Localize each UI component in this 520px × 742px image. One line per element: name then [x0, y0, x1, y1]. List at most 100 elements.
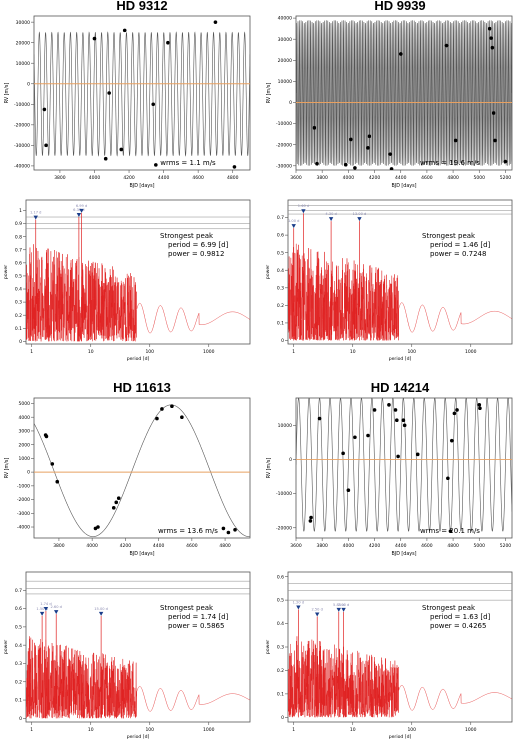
peak-marker — [98, 611, 104, 616]
y-tick-label: 1 — [19, 208, 22, 214]
peak-marker-label: 1.17 d — [30, 211, 41, 215]
data-point — [415, 452, 420, 457]
data-point — [402, 423, 407, 428]
y-tick-label: -10000 — [276, 491, 292, 497]
y-axis-label: RV [m/s] — [266, 458, 272, 479]
data-point — [180, 415, 184, 420]
peak-marker-label: 6.30 d — [73, 208, 84, 212]
x-tick-label: 4000 — [86, 543, 98, 549]
data-point — [393, 408, 398, 412]
y-axis-label: power — [3, 265, 9, 279]
peak-marker — [33, 215, 38, 220]
data-point — [487, 26, 492, 31]
data-point — [349, 137, 353, 142]
x-tick-label: 5200 — [500, 543, 512, 549]
x-tick-label: 4400 — [395, 175, 407, 181]
plot-frame — [33, 397, 251, 539]
data-point — [449, 438, 454, 443]
legend-power: power = 0.9812 — [168, 250, 224, 258]
y-tick-label: 0.7 — [15, 247, 22, 253]
y-tick-label: 0.5 — [277, 598, 284, 604]
y-tick-label: -20000 — [276, 142, 292, 148]
legend-power: power = 0.4265 — [430, 622, 486, 630]
x-axis-label: BJD [days] — [392, 183, 417, 189]
data-point — [353, 166, 357, 170]
y-tick-label: 20000 — [16, 40, 30, 46]
x-tick-label: 3800 — [53, 543, 65, 549]
data-point — [341, 451, 345, 456]
y-tick-label: -20000 — [276, 525, 292, 531]
y-tick-label: 0.9 — [15, 221, 22, 227]
x-tick-label: 100 — [407, 349, 416, 355]
y-tick-label: -40000 — [14, 163, 30, 169]
peak-marker-label: 4.30 d — [325, 212, 336, 216]
y-tick-label: -20000 — [14, 122, 30, 128]
x-tick-label: 4800 — [447, 175, 459, 181]
x-tick-label: 5000 — [474, 543, 486, 549]
peak-marker-label: 1.46 d — [298, 204, 309, 208]
y-tick-label: 0.7 — [277, 215, 284, 221]
x-tick-label: 1000 — [465, 727, 477, 733]
data-point — [372, 408, 377, 412]
x-tick-label: 4200 — [369, 543, 381, 549]
y-tick-label: 0.1 — [15, 326, 22, 332]
y-tick-label: 0 — [27, 81, 30, 87]
x-tick-label: 4000 — [343, 543, 355, 549]
data-point — [503, 159, 508, 164]
x-tick-label: 1 — [292, 727, 295, 733]
y-tick-label: 0.3 — [15, 661, 22, 667]
data-point — [111, 506, 116, 510]
peak-marker-label: 1.74 d — [40, 602, 51, 606]
data-point — [42, 107, 47, 112]
legend-heading: Strongest peak — [422, 232, 476, 240]
y-tick-label: 0.6 — [15, 606, 22, 612]
data-point — [401, 418, 406, 422]
data-point — [122, 28, 127, 33]
peak-marker — [341, 607, 346, 612]
data-point — [446, 476, 450, 481]
x-tick-label: 3800 — [54, 175, 66, 181]
x-tick-label: 1 — [30, 349, 33, 355]
x-tick-label: 4800 — [219, 543, 231, 549]
data-point — [96, 525, 100, 529]
data-point — [491, 111, 496, 115]
plot-area — [34, 404, 250, 537]
data-point — [308, 519, 313, 523]
plot-frame — [295, 397, 513, 539]
model-curve — [34, 404, 250, 537]
y-tick-label: 10000 — [278, 79, 292, 85]
periodogram-hd11613: 1.50 d1.74 d2.60 d 15.00 d 1 10 100 1000 0 0.1 0… — [3, 571, 251, 740]
data-point — [309, 515, 313, 520]
data-point — [343, 162, 348, 167]
y-tick-label: 0.1 — [277, 321, 284, 327]
data-point — [92, 36, 97, 41]
data-point — [396, 454, 400, 459]
y-tick-label: -1000 — [17, 483, 30, 489]
peak-marker — [296, 605, 301, 610]
peak-marker-label: 2.60 d — [50, 605, 61, 609]
data-point — [478, 406, 482, 411]
y-tick-label: 0.5 — [277, 250, 284, 256]
x-tick-label: 1000 — [203, 727, 215, 733]
title-hd14214: HD 14214 — [370, 380, 430, 395]
x-tick-label: 5200 — [500, 175, 512, 181]
data-point — [114, 500, 119, 505]
legend-heading: Strongest peak — [422, 604, 476, 612]
y-tick-label: 0.3 — [277, 645, 284, 651]
y-tick-label: -4000 — [17, 525, 30, 531]
y-tick-label: 0.5 — [15, 274, 22, 280]
plot-area — [288, 583, 512, 718]
peak-marker — [315, 612, 320, 617]
y-tick-label: 0 — [19, 716, 22, 722]
data-point — [453, 138, 458, 143]
title-hd9939: HD 9939 — [374, 0, 426, 13]
data-point — [160, 407, 164, 411]
x-tick-label: 10 — [350, 349, 356, 355]
plot-frame — [25, 199, 251, 345]
x-tick-label: 4200 — [369, 175, 381, 181]
y-tick-label: -10000 — [14, 102, 30, 108]
plot-area — [288, 205, 512, 341]
peak-marker-label: 1.00 d — [288, 219, 299, 223]
periodogram-hd9312: 1.17 d 6.30 d6.99 d 1 10 100 1000 0 0.1 0.2 0.3 0.… — [3, 199, 251, 362]
legend-power: power = 0.5865 — [168, 622, 224, 630]
